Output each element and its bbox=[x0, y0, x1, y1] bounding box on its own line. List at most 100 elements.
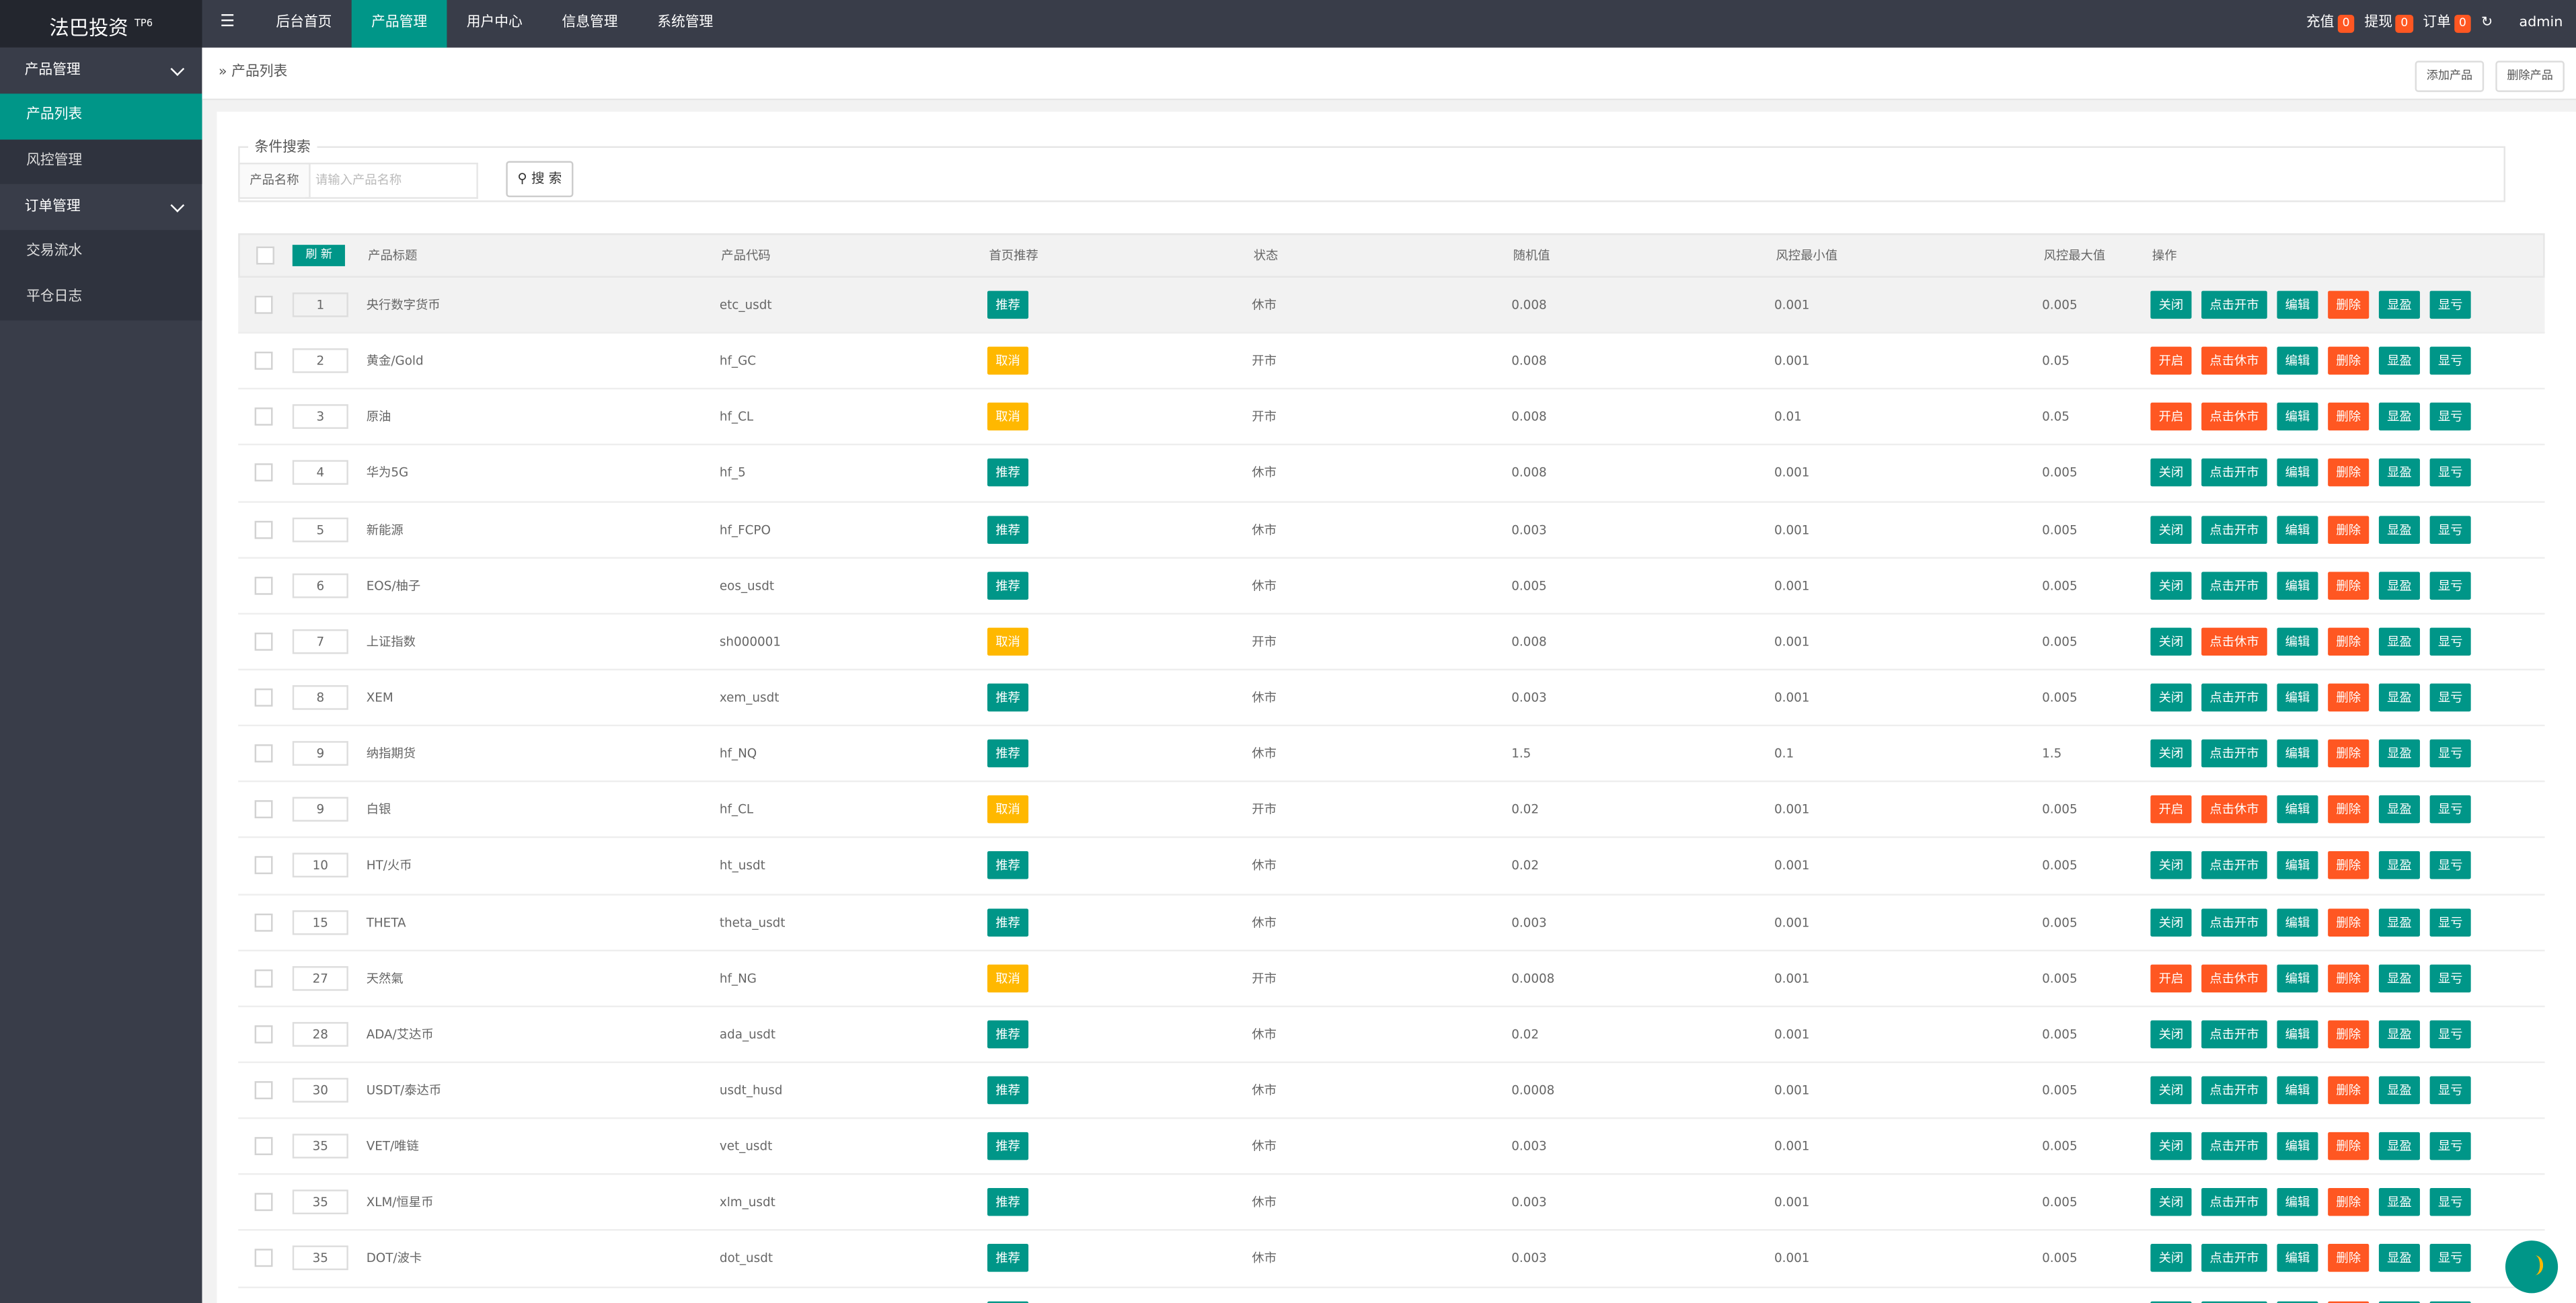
action-button[interactable]: 编辑 bbox=[2277, 908, 2318, 937]
action-button[interactable]: 点击休市 bbox=[2201, 347, 2267, 375]
action-button[interactable]: 关闭 bbox=[2150, 852, 2192, 880]
action-button[interactable]: 关闭 bbox=[2150, 515, 2192, 544]
action-button[interactable]: 显亏 bbox=[2429, 852, 2471, 880]
action-button[interactable]: 显盈 bbox=[2378, 963, 2420, 992]
action-button[interactable]: 删除 bbox=[2328, 852, 2370, 880]
sidebar-item[interactable]: 交易流水 bbox=[0, 230, 202, 276]
action-button[interactable]: 点击开市 bbox=[2201, 515, 2267, 544]
action-button[interactable]: 编辑 bbox=[2277, 963, 2318, 992]
delete-button[interactable]: 删除产品 bbox=[2495, 61, 2565, 92]
checkbox[interactable] bbox=[254, 969, 273, 988]
action-button[interactable]: 编辑 bbox=[2277, 852, 2318, 880]
action-button[interactable]: 显盈 bbox=[2378, 290, 2420, 319]
recommend-button[interactable]: 推荐 bbox=[987, 290, 1029, 319]
action-button[interactable]: 显亏 bbox=[2429, 683, 2471, 712]
stat[interactable]: 订单 0 bbox=[2423, 0, 2472, 48]
sidebar-group[interactable]: 产品管理 bbox=[0, 48, 202, 93]
action-button[interactable]: 删除 bbox=[2328, 963, 2370, 992]
sort-input[interactable]: 4 bbox=[292, 461, 348, 486]
action-button[interactable]: 关闭 bbox=[2150, 1020, 2192, 1048]
checkbox[interactable] bbox=[254, 1137, 273, 1156]
action-button[interactable]: 删除 bbox=[2328, 908, 2370, 937]
action-button[interactable]: 编辑 bbox=[2277, 1245, 2318, 1273]
action-button[interactable]: 点击开市 bbox=[2201, 1188, 2267, 1217]
action-button[interactable]: 删除 bbox=[2328, 1076, 2370, 1105]
action-button[interactable]: 显亏 bbox=[2429, 1245, 2471, 1273]
checkbox[interactable] bbox=[254, 576, 273, 595]
action-button[interactable]: 删除 bbox=[2328, 795, 2370, 824]
action-button[interactable]: 点击开市 bbox=[2201, 1076, 2267, 1105]
action-button[interactable]: 开启 bbox=[2150, 963, 2192, 992]
refresh-icon[interactable]: ↻ bbox=[2480, 14, 2493, 32]
action-button[interactable]: 关闭 bbox=[2150, 683, 2192, 712]
action-button[interactable]: 点击开市 bbox=[2201, 571, 2267, 600]
action-button[interactable]: 显盈 bbox=[2378, 1300, 2420, 1303]
nav-item[interactable]: 系统管理 bbox=[657, 14, 714, 32]
action-button[interactable]: 关闭 bbox=[2150, 1188, 2192, 1217]
recommend-button[interactable]: 推荐 bbox=[987, 1132, 1029, 1160]
action-button[interactable]: 关闭 bbox=[2150, 1245, 2192, 1273]
action-button[interactable]: 编辑 bbox=[2277, 347, 2318, 375]
checkbox[interactable] bbox=[254, 857, 273, 875]
search-button[interactable]: ⚲ 搜 索 bbox=[506, 161, 574, 198]
sort-input[interactable]: 1 bbox=[292, 292, 348, 317]
checkbox[interactable] bbox=[254, 1081, 273, 1100]
action-button[interactable]: 编辑 bbox=[2277, 1020, 2318, 1048]
action-button[interactable]: 点击开市 bbox=[2201, 1300, 2267, 1303]
checkbox[interactable] bbox=[254, 744, 273, 763]
action-button[interactable]: 编辑 bbox=[2277, 627, 2318, 656]
action-button[interactable]: 删除 bbox=[2328, 403, 2370, 432]
action-button[interactable]: 显盈 bbox=[2378, 459, 2420, 487]
action-button[interactable]: 关闭 bbox=[2150, 1076, 2192, 1105]
action-button[interactable]: 点击开市 bbox=[2201, 683, 2267, 712]
action-button[interactable]: 点击开市 bbox=[2201, 740, 2267, 768]
action-button[interactable]: 编辑 bbox=[2277, 1132, 2318, 1160]
action-button[interactable]: 编辑 bbox=[2277, 740, 2318, 768]
action-button[interactable]: 显盈 bbox=[2378, 1132, 2420, 1160]
action-button[interactable]: 显亏 bbox=[2429, 347, 2471, 375]
action-button[interactable]: 显亏 bbox=[2429, 795, 2471, 824]
action-button[interactable]: 删除 bbox=[2328, 627, 2370, 656]
action-button[interactable]: 删除 bbox=[2328, 1132, 2370, 1160]
sidebar-group[interactable]: 订单管理 bbox=[0, 184, 202, 230]
action-button[interactable]: 删除 bbox=[2328, 459, 2370, 487]
checkbox[interactable] bbox=[254, 520, 273, 539]
float-button[interactable] bbox=[2505, 1240, 2559, 1294]
action-button[interactable]: 点击开市 bbox=[2201, 290, 2267, 319]
action-button[interactable]: 点击开市 bbox=[2201, 852, 2267, 880]
checkbox[interactable] bbox=[254, 1193, 273, 1212]
sort-input[interactable]: 8 bbox=[292, 685, 348, 710]
sort-input[interactable]: 6 bbox=[292, 573, 348, 598]
recommend-button[interactable]: 推荐 bbox=[987, 1020, 1029, 1048]
action-button[interactable]: 编辑 bbox=[2277, 683, 2318, 712]
checkbox[interactable] bbox=[254, 800, 273, 819]
action-button[interactable]: 编辑 bbox=[2277, 1076, 2318, 1105]
action-button[interactable]: 点击开市 bbox=[2201, 459, 2267, 487]
recommend-button[interactable]: 推荐 bbox=[987, 908, 1029, 937]
stat[interactable]: 提现 0 bbox=[2365, 0, 2413, 48]
sort-input[interactable]: 2 bbox=[292, 348, 348, 374]
menu-toggle[interactable]: ☰ bbox=[220, 13, 235, 32]
action-button[interactable]: 显亏 bbox=[2429, 1188, 2471, 1217]
action-button[interactable]: 关闭 bbox=[2150, 459, 2192, 487]
sort-input[interactable]: 10 bbox=[292, 853, 348, 879]
action-button[interactable]: 删除 bbox=[2328, 683, 2370, 712]
user-name[interactable]: admin bbox=[2519, 14, 2563, 32]
recommend-button[interactable]: 推荐 bbox=[987, 515, 1029, 544]
checkbox[interactable] bbox=[254, 1249, 273, 1268]
action-button[interactable]: 编辑 bbox=[2277, 459, 2318, 487]
action-button[interactable]: 显亏 bbox=[2429, 1020, 2471, 1048]
recommend-button[interactable]: 推荐 bbox=[987, 683, 1029, 712]
nav-item[interactable]: 产品管理 bbox=[351, 0, 447, 48]
recommend-button[interactable]: 取消 bbox=[987, 627, 1029, 656]
refresh-button[interactable]: 刷 新 bbox=[292, 245, 346, 266]
action-button[interactable]: 删除 bbox=[2328, 1245, 2370, 1273]
action-button[interactable]: 显盈 bbox=[2378, 852, 2420, 880]
action-button[interactable]: 显盈 bbox=[2378, 740, 2420, 768]
recommend-button[interactable]: 推荐 bbox=[987, 571, 1029, 600]
recommend-button[interactable]: 取消 bbox=[987, 963, 1029, 992]
action-button[interactable]: 显亏 bbox=[2429, 908, 2471, 937]
action-button[interactable]: 关闭 bbox=[2150, 290, 2192, 319]
action-button[interactable]: 显盈 bbox=[2378, 683, 2420, 712]
sort-input[interactable]: 35 bbox=[292, 1190, 348, 1215]
